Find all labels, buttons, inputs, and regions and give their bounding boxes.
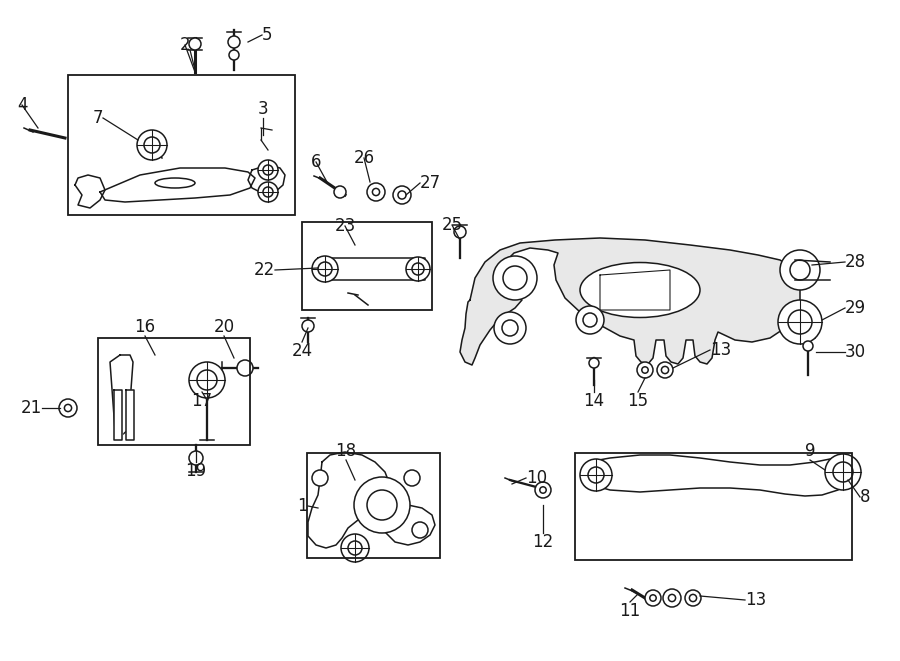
Bar: [307, 453, 440, 558]
Circle shape: [576, 306, 604, 334]
Text: 25: 25: [441, 216, 463, 234]
Circle shape: [237, 360, 253, 376]
Text: 12: 12: [533, 533, 554, 551]
Polygon shape: [75, 175, 105, 208]
Circle shape: [189, 451, 203, 465]
Circle shape: [493, 256, 537, 300]
Bar: [68, 75, 295, 215]
Text: 8: 8: [860, 488, 870, 506]
Circle shape: [645, 590, 661, 606]
Circle shape: [189, 362, 225, 398]
Polygon shape: [126, 390, 134, 440]
Polygon shape: [100, 168, 255, 202]
Text: 9: 9: [805, 442, 815, 460]
Text: 22: 22: [254, 261, 275, 279]
Text: 13: 13: [745, 591, 766, 609]
Circle shape: [825, 454, 861, 490]
Circle shape: [780, 250, 820, 290]
Polygon shape: [248, 165, 285, 193]
Bar: [302, 222, 432, 310]
Text: 18: 18: [336, 442, 356, 460]
Circle shape: [393, 186, 411, 204]
Circle shape: [657, 362, 673, 378]
Circle shape: [535, 482, 551, 498]
Circle shape: [637, 362, 653, 378]
Text: 17: 17: [192, 392, 212, 410]
Circle shape: [229, 50, 239, 60]
Circle shape: [454, 226, 466, 238]
Circle shape: [803, 341, 813, 351]
Text: 3: 3: [257, 100, 268, 118]
Circle shape: [302, 320, 314, 332]
Text: 27: 27: [420, 174, 441, 192]
Circle shape: [228, 36, 240, 48]
Circle shape: [412, 522, 428, 538]
Text: 29: 29: [845, 299, 866, 317]
Text: 19: 19: [185, 462, 207, 480]
Circle shape: [189, 38, 201, 50]
Polygon shape: [114, 390, 122, 440]
Circle shape: [778, 300, 822, 344]
Circle shape: [367, 183, 385, 201]
Circle shape: [404, 470, 420, 486]
Text: 24: 24: [292, 342, 312, 360]
Text: 14: 14: [583, 392, 605, 410]
Text: 23: 23: [335, 217, 356, 235]
Circle shape: [580, 459, 612, 491]
Polygon shape: [110, 355, 133, 435]
Text: 7: 7: [93, 109, 103, 127]
Polygon shape: [586, 455, 852, 496]
Text: 21: 21: [21, 399, 42, 417]
Circle shape: [312, 470, 328, 486]
Text: 13: 13: [710, 341, 731, 359]
Circle shape: [137, 130, 167, 160]
Circle shape: [589, 358, 599, 368]
Text: 15: 15: [627, 392, 649, 410]
Text: 26: 26: [354, 149, 374, 167]
Text: 10: 10: [526, 469, 547, 487]
Circle shape: [334, 186, 346, 198]
Text: 16: 16: [134, 318, 156, 336]
Circle shape: [354, 477, 410, 533]
Circle shape: [312, 256, 338, 282]
Text: 28: 28: [845, 253, 866, 271]
Polygon shape: [308, 452, 435, 548]
Text: 11: 11: [619, 602, 641, 620]
Bar: [575, 453, 852, 560]
Text: 20: 20: [213, 318, 235, 336]
Text: 4: 4: [17, 96, 27, 114]
Polygon shape: [460, 238, 800, 365]
Ellipse shape: [580, 262, 700, 317]
Circle shape: [59, 399, 77, 417]
Ellipse shape: [155, 178, 195, 188]
Circle shape: [406, 257, 430, 281]
Text: 1: 1: [297, 497, 308, 515]
Text: 5: 5: [262, 26, 273, 44]
Circle shape: [258, 182, 278, 202]
Text: 30: 30: [845, 343, 866, 361]
Polygon shape: [318, 258, 425, 280]
Circle shape: [663, 589, 681, 607]
Circle shape: [494, 312, 526, 344]
Circle shape: [258, 160, 278, 180]
Text: 2: 2: [180, 36, 190, 54]
Circle shape: [341, 534, 369, 562]
Text: 6: 6: [310, 153, 321, 171]
Bar: [98, 338, 250, 445]
Circle shape: [685, 590, 701, 606]
